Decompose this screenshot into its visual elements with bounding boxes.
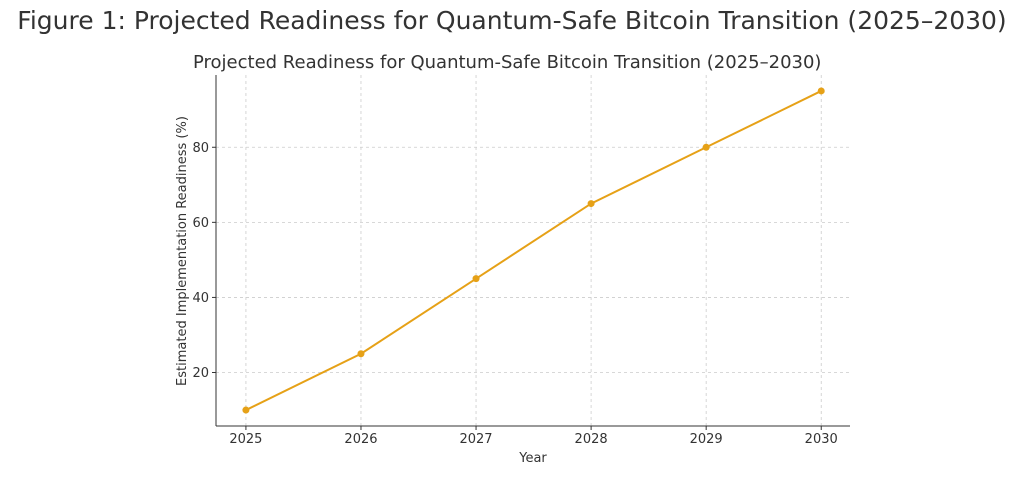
data-point bbox=[817, 87, 825, 95]
x-tick-label: 2029 bbox=[690, 432, 723, 447]
x-tick-label: 2026 bbox=[344, 432, 377, 447]
x-tick-label: 2027 bbox=[459, 432, 492, 447]
y-tick-label: 80 bbox=[192, 141, 209, 156]
x-tick-label: 2025 bbox=[229, 432, 262, 447]
series-line bbox=[245, 90, 822, 411]
grid-lines bbox=[216, 75, 850, 426]
series-layer bbox=[242, 87, 825, 414]
ticks: 2025 2026 2027 2028 2029 2030 20 40 60 80 bbox=[192, 141, 837, 447]
data-point bbox=[357, 350, 365, 358]
data-point bbox=[472, 275, 480, 283]
data-point bbox=[702, 143, 710, 151]
y-tick-label: 60 bbox=[192, 216, 209, 231]
data-point bbox=[587, 200, 595, 208]
x-tick-label: 2028 bbox=[575, 432, 608, 447]
figure-caption: Figure 1: Projected Readiness for Quantu… bbox=[17, 6, 1007, 35]
chart-title: Projected Readiness for Quantum-Safe Bit… bbox=[193, 52, 821, 73]
x-axis-label: Year bbox=[518, 451, 547, 466]
x-tick-label: 2030 bbox=[805, 432, 838, 447]
axes bbox=[215, 75, 850, 427]
y-tick-label: 40 bbox=[192, 291, 209, 306]
data-point bbox=[242, 406, 250, 414]
y-tick-label: 20 bbox=[192, 366, 209, 381]
y-axis-label: Estimated Implementation Readiness (%) bbox=[175, 116, 190, 386]
